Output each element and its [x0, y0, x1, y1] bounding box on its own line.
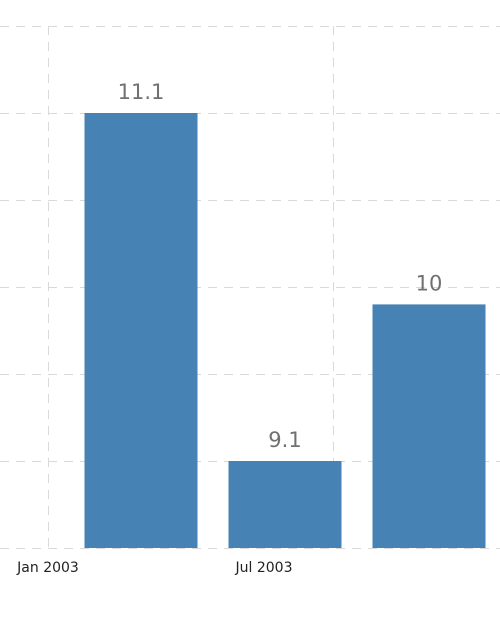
bar-value-label: 9.1	[268, 428, 301, 452]
value-labels: 11.1 9.1 10	[118, 80, 443, 452]
x-tick-label: Jul 2003	[235, 560, 293, 576]
x-tick-label: Jan 2003	[16, 560, 79, 576]
bar-value-label: 11.1	[118, 80, 165, 104]
bar-apr-2003	[228, 461, 342, 548]
bar-value-label: 10	[416, 271, 443, 295]
bar-jul-2003	[372, 304, 486, 548]
bars	[84, 113, 486, 548]
x-axis: Jan 2003 Jul 2003	[16, 560, 292, 576]
bar-jan-2003	[84, 113, 198, 548]
